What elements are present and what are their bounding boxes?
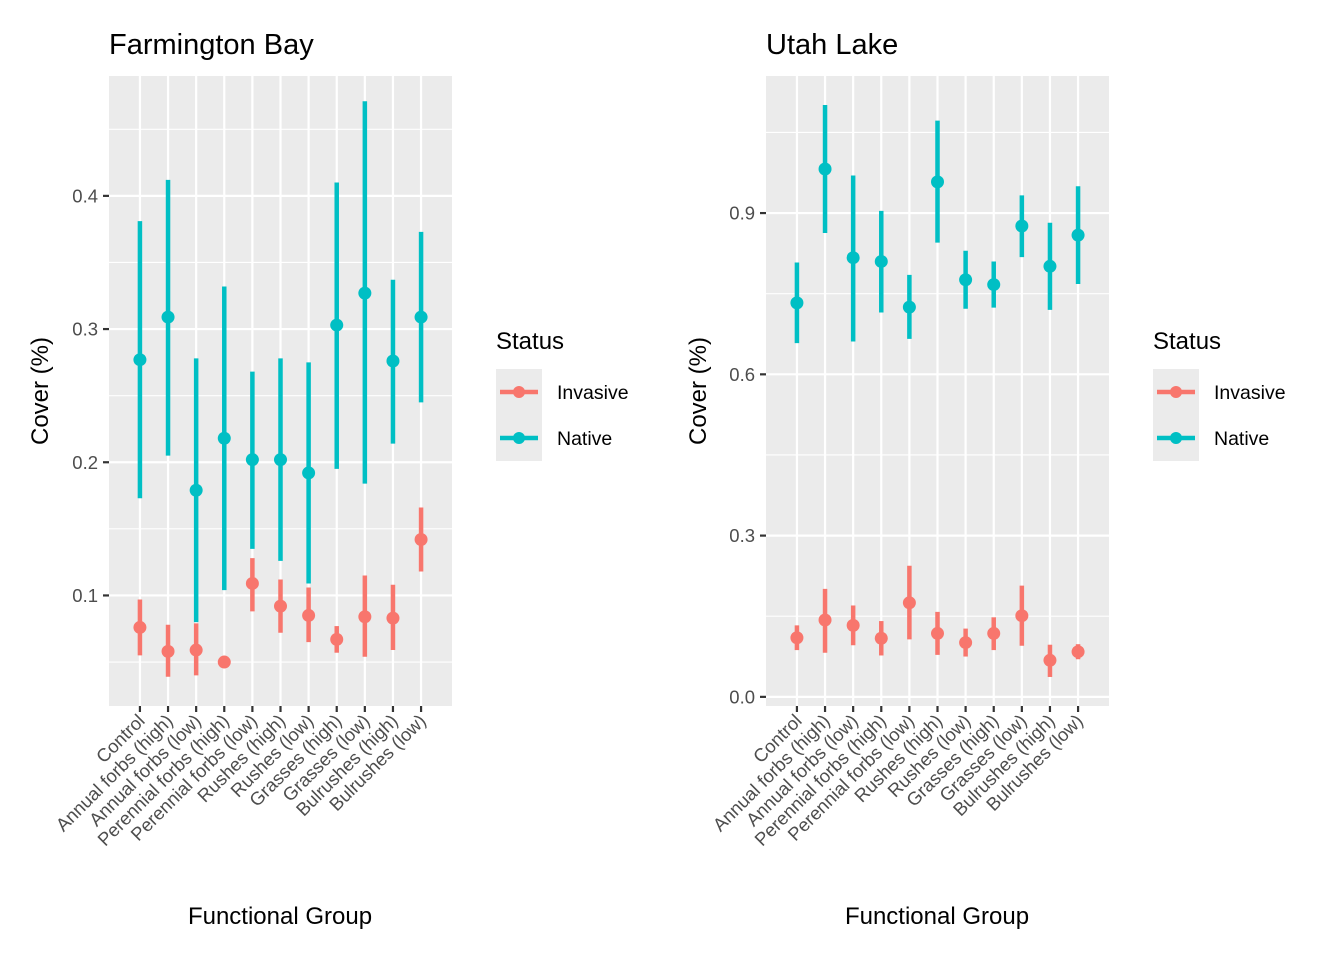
point-invasive (959, 636, 973, 650)
point-native (189, 483, 203, 497)
y-axis: 0.0 0.3 0.6 0.9 (729, 203, 766, 707)
point-invasive (245, 576, 259, 590)
point-native (931, 175, 944, 189)
point-native (330, 318, 344, 332)
point-invasive (1043, 653, 1057, 667)
point-invasive (414, 533, 428, 547)
y-tick-label: 0.3 (72, 319, 98, 340)
y-tick-label: 0.9 (729, 203, 755, 224)
point-invasive (302, 608, 316, 622)
plot-title: Farmington Bay (109, 29, 314, 61)
point-invasive (133, 620, 147, 634)
point-native (987, 278, 1001, 292)
point-native (274, 453, 287, 467)
point-native (874, 254, 888, 268)
legend-title: Status (496, 328, 564, 355)
legend-label-native: Native (557, 428, 612, 450)
point-native (302, 466, 316, 480)
legend-point-invasive (513, 386, 525, 398)
point-native (818, 162, 832, 176)
point-native (386, 354, 400, 368)
point-invasive (330, 632, 344, 646)
point-invasive (931, 626, 944, 640)
point-invasive (274, 599, 287, 613)
point-native (217, 431, 231, 445)
point-native (959, 273, 973, 287)
legend-label-invasive: Invasive (1214, 382, 1286, 404)
point-native (161, 310, 175, 324)
y-tick-label: 0.6 (729, 364, 755, 385)
point-invasive (874, 631, 888, 645)
x-axis-title: Functional Group (188, 903, 372, 930)
plot-title: Utah Lake (766, 29, 898, 61)
point-native (133, 353, 147, 367)
point-invasive (161, 644, 175, 658)
y-tick-label: 0.3 (729, 525, 755, 546)
point-invasive (386, 611, 400, 625)
legend: Status Invasive Native (1153, 328, 1286, 461)
legend-point-invasive (1170, 386, 1182, 398)
data-marks (790, 105, 1085, 677)
point-native (245, 453, 259, 467)
y-axis-title: Cover (%) (685, 337, 712, 445)
point-invasive (358, 610, 372, 624)
point-invasive (1071, 645, 1085, 659)
point-invasive (846, 618, 860, 632)
point-native (1071, 228, 1085, 242)
point-native (1043, 259, 1057, 273)
point-native (358, 286, 372, 300)
point-native (846, 251, 860, 265)
legend-title: Status (1153, 328, 1221, 355)
point-invasive (987, 626, 1001, 640)
y-tick-label: 0.1 (72, 585, 98, 606)
y-tick-label: 0.0 (729, 686, 755, 707)
legend-point-native (513, 432, 525, 444)
y-axis: 0.1 0.2 0.3 0.4 (72, 185, 109, 606)
point-native (902, 300, 916, 314)
point-invasive (217, 655, 231, 669)
point-invasive (818, 613, 832, 627)
legend-label-native: Native (1214, 428, 1269, 450)
y-tick-label: 0.4 (72, 185, 98, 206)
legend-label-invasive: Invasive (557, 382, 629, 404)
point-native (414, 310, 428, 324)
point-native (1015, 219, 1029, 233)
y-axis-title: Cover (%) (27, 337, 54, 445)
point-invasive (189, 643, 203, 657)
point-invasive (790, 631, 804, 645)
point-native (790, 296, 804, 310)
point-invasive (1015, 609, 1029, 623)
data-marks (133, 101, 428, 677)
point-invasive (902, 596, 916, 610)
legend-point-native (1170, 432, 1182, 444)
y-tick-label: 0.2 (72, 452, 98, 473)
x-axis-title: Functional Group (845, 903, 1029, 930)
legend: Status Invasive Native (496, 328, 629, 461)
